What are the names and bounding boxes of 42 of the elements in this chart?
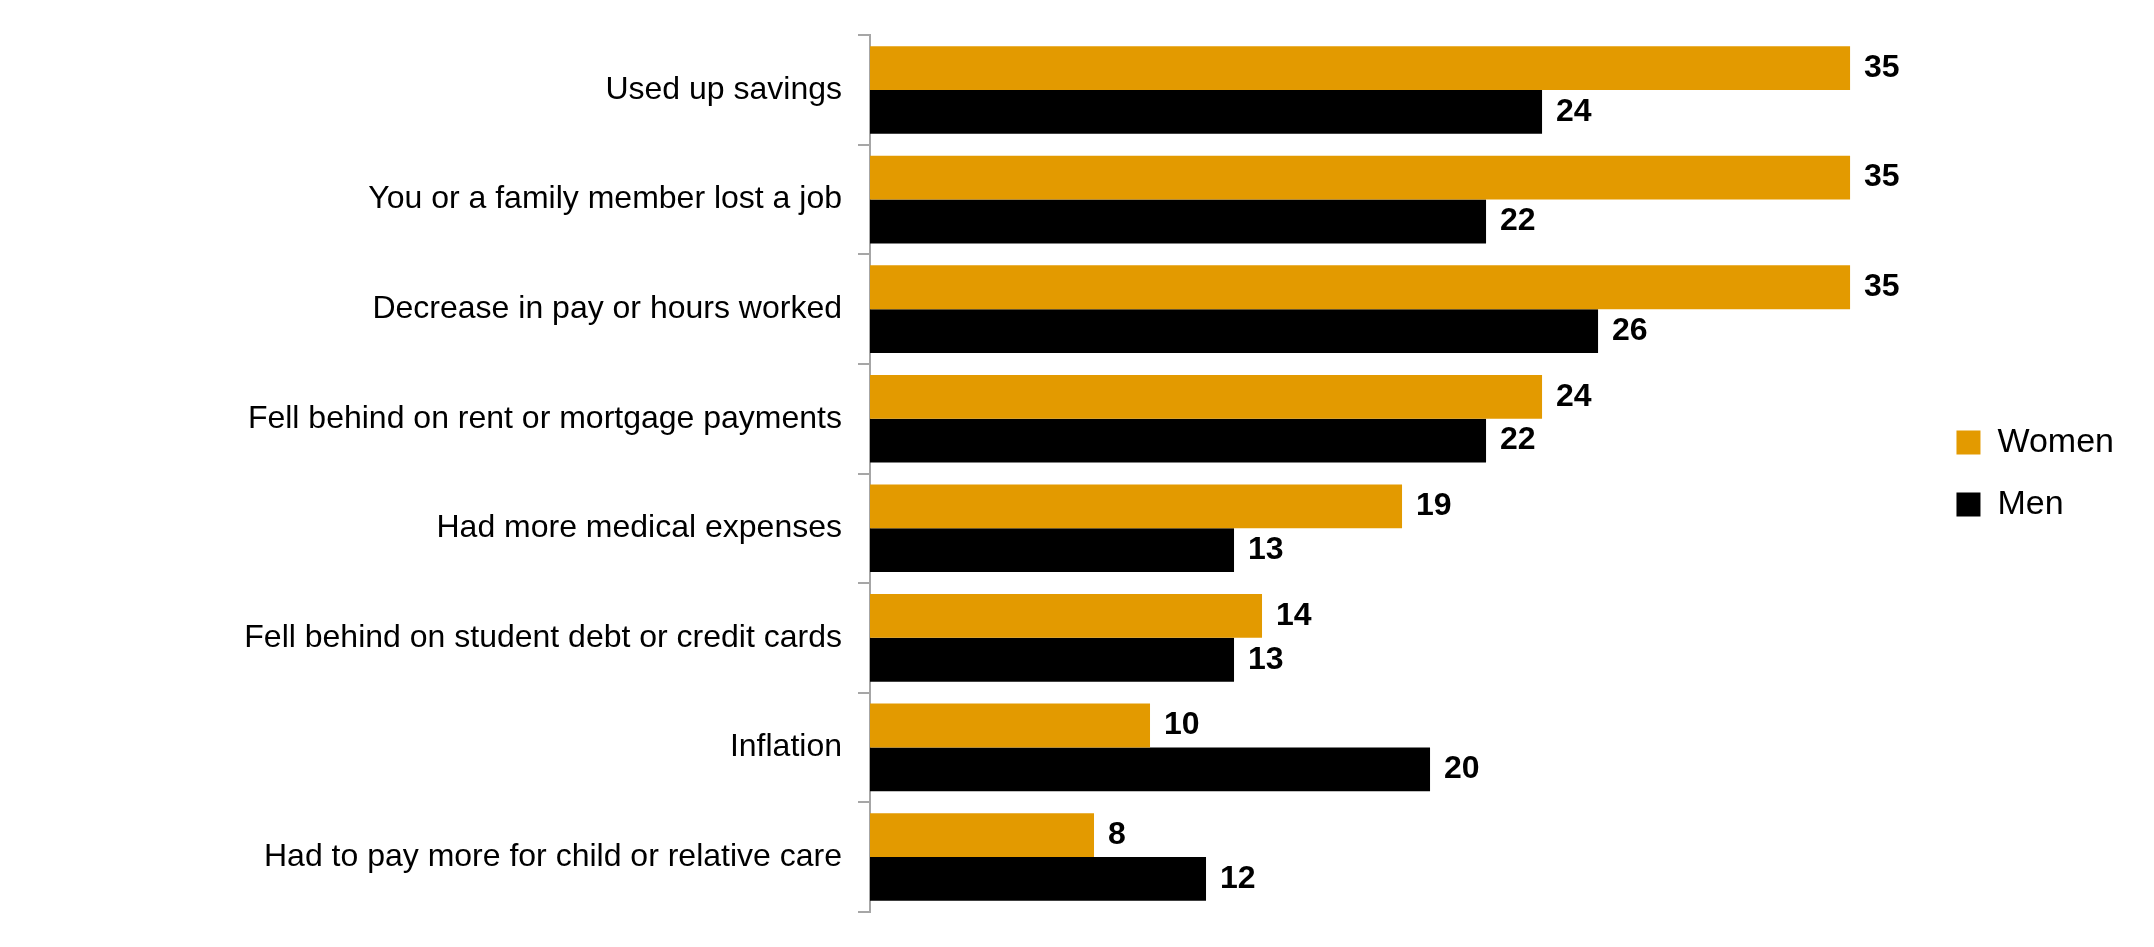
- bar: [870, 89, 1543, 134]
- data-label: 13: [1248, 639, 1284, 676]
- data-label: 12: [1220, 858, 1256, 895]
- data-label: 20: [1444, 749, 1480, 786]
- data-label: 24: [1556, 376, 1592, 413]
- legend-label: Men: [1997, 482, 2064, 521]
- y-tick-label: Fell behind on student debt or credit cards: [244, 617, 842, 654]
- data-label: 8: [1108, 814, 1126, 851]
- data-label: 22: [1500, 420, 1536, 457]
- bar: [870, 265, 1851, 310]
- data-label: 35: [1864, 47, 1900, 84]
- legend-label: Women: [1997, 420, 2114, 459]
- data-label: 19: [1416, 486, 1452, 523]
- y-tick-label: Had more medical expenses: [436, 508, 842, 545]
- bar: [870, 637, 1235, 682]
- data-label: 14: [1276, 595, 1312, 632]
- bar: [870, 528, 1235, 573]
- data-label: 24: [1556, 91, 1592, 128]
- data-label: 35: [1864, 157, 1900, 194]
- bar: [870, 199, 1487, 244]
- bar: [870, 374, 1543, 419]
- y-tick-label: You or a family member lost a job: [368, 179, 842, 216]
- data-label: 26: [1612, 310, 1648, 347]
- bar: [870, 309, 1599, 353]
- data-label: 35: [1864, 267, 1900, 304]
- bar: [870, 747, 1431, 792]
- data-label: 22: [1500, 201, 1536, 238]
- bar: [870, 484, 1403, 529]
- y-tick-label: Used up savings: [605, 69, 842, 106]
- bar: [870, 857, 1207, 901]
- y-tick-label: Decrease in pay or hours worked: [372, 288, 842, 325]
- data-label: 10: [1164, 705, 1200, 742]
- data-label: 13: [1248, 530, 1284, 567]
- bar: [870, 418, 1487, 463]
- y-tick-label: Fell behind on rent or mortgage payments: [247, 398, 842, 435]
- bar: [870, 594, 1263, 638]
- bar: [870, 155, 1851, 200]
- bar: [870, 813, 1095, 858]
- bar: [870, 46, 1851, 90]
- bar: [870, 703, 1151, 748]
- y-tick-label: Inflation: [729, 727, 842, 764]
- y-tick-label: Had to pay more for child or relative care: [263, 836, 842, 873]
